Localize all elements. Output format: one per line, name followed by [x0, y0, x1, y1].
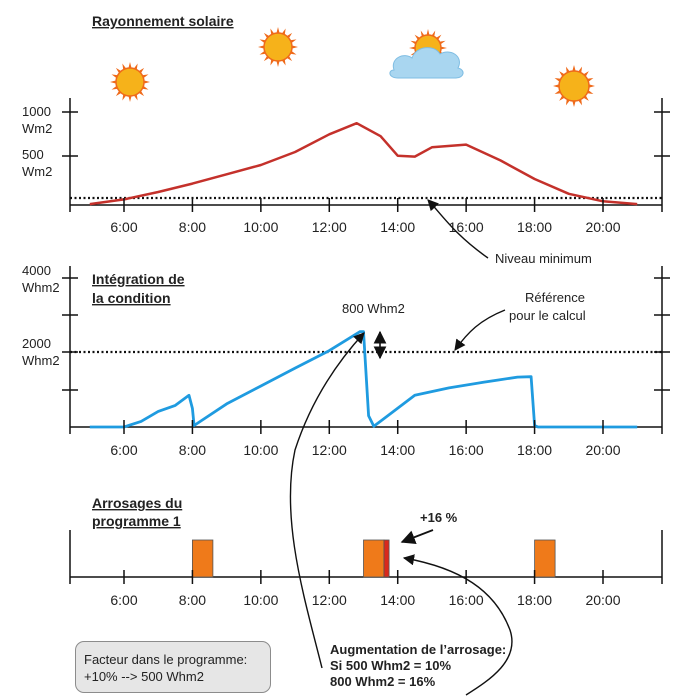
integration-title-line2: la condition: [92, 290, 171, 306]
integration-y-unit-2000: Whm2: [22, 353, 60, 368]
x-tick-label: 6:00: [110, 219, 137, 235]
radiation-y-label-500: 500: [22, 147, 44, 162]
minimum-level-label: Niveau minimum: [495, 251, 592, 266]
radiation-y-unit-1000: Wm2: [22, 121, 52, 136]
factor-box: Facteur dans le programme: +10% --> 500 …: [75, 641, 271, 693]
augmentation-line2: Si 500 Whm2 = 10%: [330, 658, 452, 673]
x-tick-label: 14:00: [380, 592, 415, 608]
augmentation-line1: Augmentation de l’arrosage:: [330, 642, 507, 657]
x-tick-label: 16:00: [449, 442, 484, 458]
x-tick-label: 20:00: [585, 442, 620, 458]
integration-y-label-4000: 4000: [22, 263, 51, 278]
factor-line2: +10% --> 500 Whm2: [84, 669, 204, 684]
radiation-title: Rayonnement solaire: [92, 13, 234, 29]
x-tick-label: 12:00: [312, 219, 347, 235]
x-tick-label: 8:00: [179, 442, 206, 458]
x-tick-label: 20:00: [585, 219, 620, 235]
delta-label: 800 Whm2: [342, 301, 405, 316]
calculation-arrow-to-peak: [289, 332, 365, 669]
x-tick-label: 10:00: [243, 442, 278, 458]
x-tick-label: 12:00: [312, 442, 347, 458]
calculation-arrow-to-bar: [402, 554, 513, 696]
integration-title-line1: Intégration de: [92, 271, 185, 287]
cloud-shape: [389, 47, 464, 79]
x-tick-label: 8:00: [179, 219, 206, 235]
minimum-level-arrow: [427, 199, 489, 259]
x-tick-label: 16:00: [449, 219, 484, 235]
radiation-y-label-1000: 1000: [22, 104, 51, 119]
watering-extra-bar: [383, 539, 390, 578]
x-tick-label: 16:00: [449, 592, 484, 608]
integration-x-ticks: 6:00 8:00 10:00 12:00 14:00 16:00 18:00 20:00: [110, 420, 621, 458]
sun-icon: [553, 65, 595, 107]
x-tick-label: 18:00: [517, 219, 552, 235]
watering-bar: [191, 539, 214, 578]
integration-series-line: [89, 330, 638, 429]
x-tick-label: 10:00: [243, 592, 278, 608]
factor-line1: Facteur dans le programme:: [84, 652, 248, 667]
sun-icon: [110, 62, 150, 102]
radiation-y-unit-500: Wm2: [22, 164, 52, 179]
radiation-chart: 1000 Wm2 500 Wm2 6:00 8:00 10:00 12:00 14:00…: [22, 98, 670, 266]
radiation-x-ticks: 6:00 8:00 10:00 12:00 14:00 16:00 18:00 20:00: [110, 198, 621, 235]
reference-arrow: [454, 309, 506, 351]
x-tick-label: 20:00: [585, 592, 620, 608]
x-tick-label: 10:00: [243, 219, 278, 235]
x-tick-label: 14:00: [380, 442, 415, 458]
watering-chart: 6:00 8:00 10:00 12:00 14:00 16:00 18:00 20:00 +…: [69, 510, 663, 608]
augmentation-line3: 800 Whm2 = 16%: [330, 674, 436, 689]
x-tick-label: 14:00: [380, 219, 415, 235]
radiation-series-line: [89, 121, 638, 206]
x-tick-label: 12:00: [312, 592, 347, 608]
integration-y-unit-4000: Whm2: [22, 280, 60, 295]
x-tick-label: 8:00: [179, 592, 206, 608]
sun-icon: [258, 27, 298, 67]
x-tick-label: 6:00: [110, 442, 137, 458]
watering-title-line1: Arrosages du: [92, 495, 182, 511]
watering-title-line2: programme 1: [92, 513, 181, 529]
x-tick-label: 6:00: [110, 592, 137, 608]
watering-bars: [191, 539, 556, 578]
watering-bar: [363, 539, 385, 578]
integration-chart: 4000 Whm2 2000 Whm2 6:00 8:00 10:00 12:00 14…: [22, 263, 670, 458]
sun-behind-cloud-icon: [389, 29, 464, 79]
watering-bar: [534, 539, 556, 578]
augmentation-text: Augmentation de l’arrosage: Si 500 Whm2 …: [330, 642, 560, 690]
increase-arrow: [400, 529, 434, 545]
x-tick-label: 18:00: [517, 592, 552, 608]
increase-label: +16 %: [420, 510, 458, 525]
x-tick-label: 18:00: [517, 442, 552, 458]
watering-x-ticks: 6:00 8:00 10:00 12:00 14:00 16:00 18:00 20:00: [110, 570, 621, 608]
reference-label-line1: Référence: [525, 290, 585, 305]
integration-y-label-2000: 2000: [22, 336, 51, 351]
reference-label-line2: pour le calcul: [509, 308, 586, 323]
